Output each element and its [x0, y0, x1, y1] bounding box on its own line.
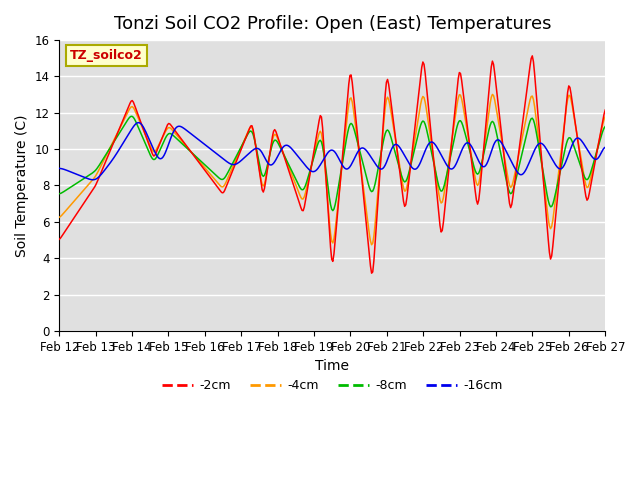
Title: Tonzi Soil CO2 Profile: Open (East) Temperatures: Tonzi Soil CO2 Profile: Open (East) Temp… — [113, 15, 551, 33]
X-axis label: Time: Time — [316, 359, 349, 373]
Legend: -2cm, -4cm, -8cm, -16cm: -2cm, -4cm, -8cm, -16cm — [157, 374, 508, 397]
Y-axis label: Soil Temperature (C): Soil Temperature (C) — [15, 114, 29, 257]
Text: TZ_soilco2: TZ_soilco2 — [70, 49, 143, 62]
